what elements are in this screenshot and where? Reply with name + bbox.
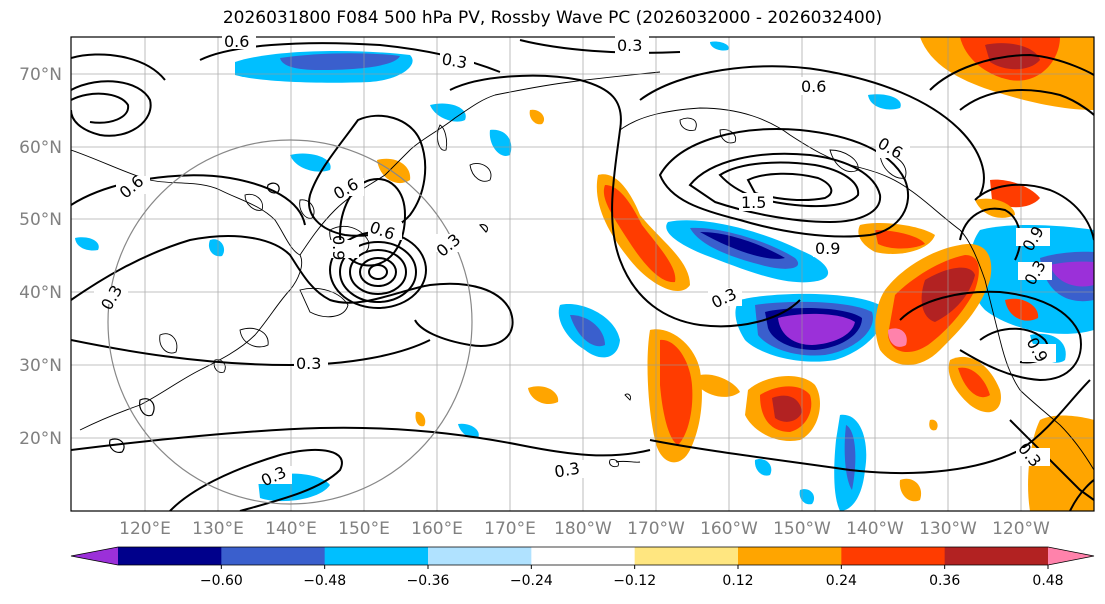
pv-contours	[71, 39, 1094, 511]
colorbar-extend-high	[1048, 547, 1094, 565]
small-contours	[109, 182, 489, 453]
lat-label: 60°N	[19, 138, 62, 158]
colorbar-extend-low	[71, 547, 118, 565]
plot-frame	[70, 36, 1095, 512]
lon-label: 120°E	[119, 519, 171, 539]
contour-label: 0.3	[617, 36, 642, 55]
lat-label: 70°N	[19, 65, 62, 85]
lon-label: 120°W	[992, 519, 1050, 539]
colorbar-segment	[531, 547, 636, 565]
colorbar-tick-label: 0.36	[929, 573, 960, 589]
colorbar-tick-label: −0.12	[613, 573, 656, 589]
colorbar-segment	[324, 547, 429, 565]
lon-label: 150°W	[773, 519, 831, 539]
contour-label: 0.9	[815, 239, 840, 258]
lat-label: 20°N	[19, 429, 62, 449]
map-plot	[71, 37, 1094, 511]
colorbar-tick-label: −0.36	[407, 573, 450, 589]
lat-label: 50°N	[19, 210, 62, 230]
lon-label: 140°E	[265, 519, 317, 539]
region-circle	[107, 139, 473, 505]
colorbar-segment	[944, 547, 1049, 565]
coastlines	[71, 71, 1094, 471]
colorbar-segment	[118, 547, 222, 565]
colorbar-segment	[634, 547, 739, 565]
colorbar-tick-label: −0.24	[510, 573, 553, 589]
latitude-labels: 70°N 60°N 50°N 40°N 30°N 20°N	[19, 65, 62, 449]
lon-label: 160°E	[411, 519, 463, 539]
colorbar-segment	[221, 547, 326, 565]
contour-label: 0.3	[553, 458, 581, 481]
colorbar-tick-label: 0.24	[826, 573, 857, 589]
colorbar-tick-label: −0.48	[303, 573, 346, 589]
contour-label: 0.6	[224, 32, 249, 51]
colorbar-tick-label: 0.48	[1032, 573, 1063, 589]
lon-label: 150°E	[338, 519, 390, 539]
pv-anomaly-shading	[75, 37, 1094, 511]
lon-label: 170°W	[627, 519, 685, 539]
contour-label: 0.9	[329, 235, 348, 260]
contour-label: 0.6	[801, 77, 826, 96]
colorbar-tick-label: 0.12	[722, 573, 753, 589]
contour-label: 0.3	[296, 354, 321, 373]
colorbar-segment	[841, 547, 946, 565]
lon-label: 130°E	[192, 519, 244, 539]
lat-label: 30°N	[19, 356, 62, 376]
lon-label: 180°W	[554, 519, 612, 539]
contour-label: 1.5	[741, 193, 766, 212]
lat-label: 40°N	[19, 283, 62, 303]
contour-label: 0.3	[440, 49, 468, 72]
longitude-labels: 120°E 130°E 140°E 150°E 160°E 170°E 180°…	[119, 519, 1050, 539]
colorbar: −0.60 −0.48 −0.36 −0.24 −0.12 0.12 0.24 0.36 0.4…	[70, 546, 1095, 589]
colorbar-tick-label: −0.60	[200, 573, 243, 589]
colorbar-segment	[738, 547, 842, 565]
map-title: 2026031800 F084 500 hPa PV, Rossby Wave …	[222, 8, 883, 28]
lon-label: 130°W	[919, 519, 977, 539]
colorbar-segment	[428, 547, 532, 565]
lon-label: 140°W	[846, 519, 904, 539]
lon-label: 160°W	[700, 519, 758, 539]
lon-label: 170°E	[484, 519, 536, 539]
contour-label-group: 0.6 0.3 0.3 0.6 1.5 0.9 0.6 0.6 0.9 0.6 …	[94, 31, 1056, 490]
